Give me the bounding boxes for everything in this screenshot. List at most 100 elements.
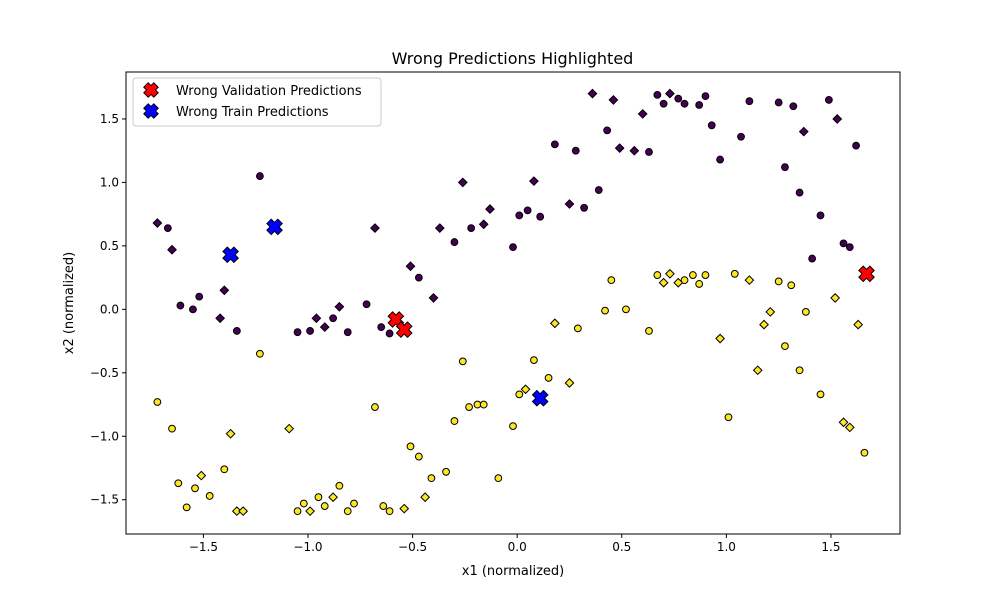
class-1-circle-point [795, 366, 804, 375]
class-0-circle-point [816, 211, 825, 220]
class-0-circle-point [377, 323, 386, 332]
class-1-circle-point [293, 507, 302, 516]
class-0-circle-point [195, 292, 204, 301]
class-1-circle-point [479, 400, 488, 409]
class-1-circle-point [645, 327, 653, 335]
class-0-circle-point [653, 90, 662, 99]
class-1-diamond-point [305, 506, 315, 517]
plot-area-frame [125, 71, 901, 535]
y-axis-label: x2 (normalized) [62, 252, 77, 354]
class-1-circle-point [343, 507, 352, 516]
class-1-circle-point [724, 413, 733, 422]
wrong-train-marker [531, 389, 549, 407]
class-0-diamond-point [832, 114, 843, 124]
class-0-diamond-point [529, 176, 539, 187]
class-1-circle-point [168, 424, 176, 433]
class-1-circle-point [730, 269, 739, 278]
class-0-diamond-point [334, 301, 345, 312]
class-1-diamond-point [420, 492, 431, 503]
class-1-circle-point [689, 271, 697, 279]
class-1-circle-point [509, 422, 517, 431]
class-1-circle-point [385, 507, 394, 516]
x-axis-label: x1 (normalized) [462, 564, 564, 579]
wrong-validation-marker [395, 321, 413, 339]
class-0-circle-point [795, 188, 804, 197]
class-1-diamond-point [759, 319, 769, 330]
class-1-diamond-point [853, 319, 864, 330]
class-0-circle-point [852, 141, 860, 150]
class-0-diamond-point [428, 293, 439, 303]
class-1-diamond-point [328, 492, 339, 503]
class-0-circle-point [536, 212, 545, 221]
class-0-diamond-point [664, 88, 675, 99]
class-0-diamond-point [152, 218, 163, 228]
x-tick-label: 0.0 [508, 540, 527, 554]
class-0-circle-point [414, 273, 423, 282]
x-tick-label: 0.5 [612, 540, 631, 554]
class-1-circle-point [450, 417, 459, 425]
class-0-circle-point [839, 239, 848, 248]
class-1-diamond-point [844, 422, 855, 433]
class-0-diamond-point [434, 223, 445, 234]
class-1-diamond-point [752, 365, 763, 376]
class-1-diamond-point [399, 503, 410, 514]
class-0-circle-point [745, 97, 754, 106]
class-1-circle-point [653, 271, 662, 279]
class-1-diamond-point [744, 275, 755, 286]
class-1-circle-point [427, 474, 436, 483]
class-0-circle-point [571, 146, 580, 155]
class-0-circle-point [163, 224, 172, 233]
class-1-circle-point [860, 448, 869, 457]
class-0-diamond-point [370, 223, 380, 234]
class-1-circle-point [607, 276, 616, 285]
class-1-circle-point [465, 403, 473, 411]
class-0-diamond-point [485, 204, 495, 214]
class-1-circle-point [220, 465, 229, 474]
class-0-circle-point [695, 101, 704, 109]
class-1-circle-point [544, 373, 553, 382]
class-1-circle-point [414, 452, 423, 461]
class-1-diamond-point [715, 333, 726, 344]
class-0-circle-point [450, 238, 459, 246]
class-0-circle-point [255, 172, 264, 180]
class-1-circle-point [442, 467, 450, 476]
class-1-diamond-point [658, 277, 669, 288]
class-0-circle-point [293, 328, 302, 337]
y-tick-label: 0.0 [100, 302, 119, 316]
class-0-circle-point [680, 99, 689, 108]
class-0-circle-point [774, 98, 783, 107]
class-1-diamond-point [838, 417, 849, 428]
x-tick-label: 1.0 [717, 540, 736, 554]
class-0-circle-point [845, 243, 854, 252]
class-1-diamond-point [520, 384, 531, 395]
class-1-circle-point [458, 357, 467, 366]
legend-box [132, 77, 382, 127]
class-1-circle-point [701, 271, 710, 279]
class-1-circle-point [182, 503, 191, 512]
class-0-circle-point [659, 99, 668, 108]
class-1-circle-point [494, 474, 503, 483]
class-1-circle-point [191, 484, 199, 493]
class-1-circle-point [314, 493, 323, 502]
class-0-diamond-point [215, 313, 226, 324]
x-tick-label: −1.5 [189, 540, 218, 554]
class-0-circle-point [808, 254, 817, 263]
class-0-diamond-point [319, 322, 330, 333]
chart-title: Wrong Predictions Highlighted [392, 49, 634, 68]
y-tick-label: −1.0 [90, 429, 119, 443]
class-0-diamond-point [478, 219, 489, 230]
class-0-diamond-point [629, 145, 640, 156]
class-0-circle-point [594, 186, 603, 194]
class-1-circle-point [787, 281, 796, 290]
x-tick-label: −0.5 [398, 540, 427, 554]
x-axis-ticks: −1.5 −1.0 −0.5 0.0 0.5 1.0 1.5 [189, 534, 841, 554]
class-0-circle-point [467, 224, 476, 233]
class-1-circle-point [320, 502, 329, 510]
wrong-train-marker [222, 246, 240, 264]
y-tick-label: −1.5 [90, 493, 119, 507]
class-0-circle-point [716, 155, 724, 164]
class-0-circle-point [550, 140, 559, 149]
class-0-circle-point [701, 92, 710, 101]
